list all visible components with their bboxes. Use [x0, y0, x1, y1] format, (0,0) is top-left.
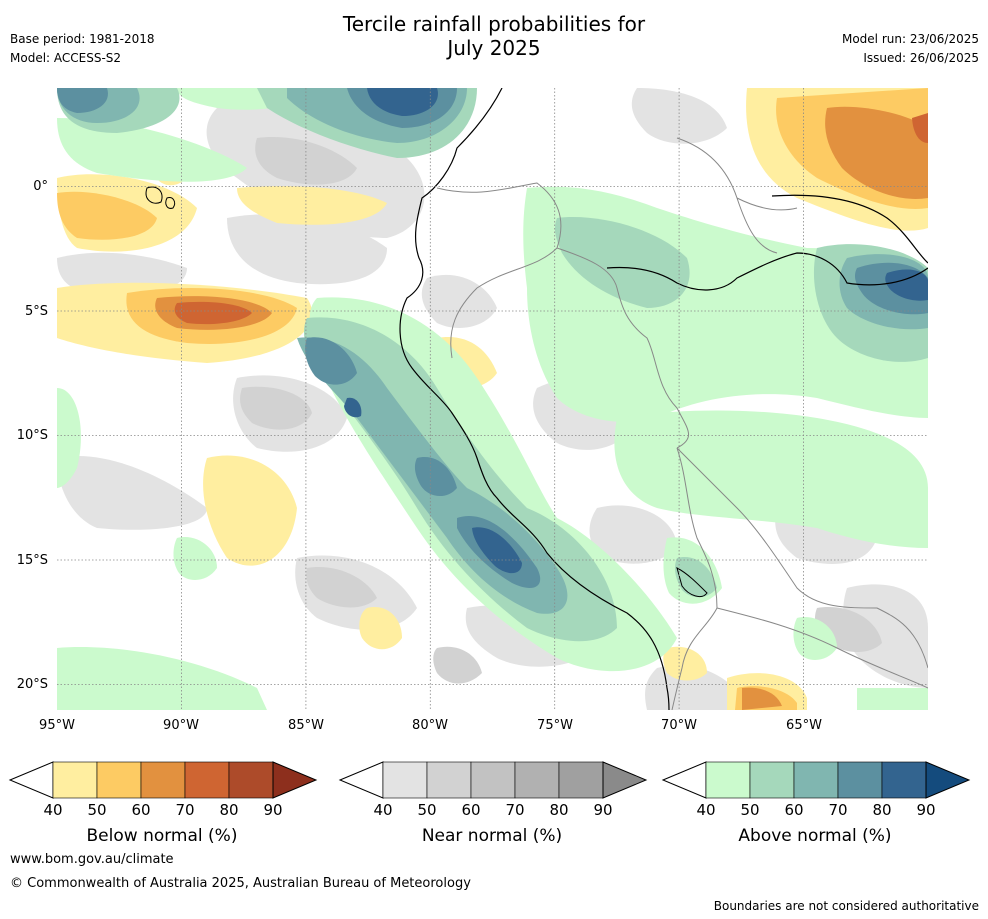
rainfall-probability-map [57, 88, 928, 710]
issued-label: Issued: 26/06/2025 [863, 51, 979, 65]
lon-label-75w: 75°W [537, 718, 573, 733]
website-link[interactable]: www.bom.gov.au/climate [10, 852, 174, 867]
lon-label-80w: 80°W [412, 718, 448, 733]
below-tick-60: 60 [131, 801, 151, 819]
near-tick-80: 80 [549, 801, 569, 819]
below-normal-colorbar [8, 761, 318, 799]
lon-label-70w: 70°W [661, 718, 697, 733]
above-normal-colorbar [661, 761, 971, 799]
above-normal-title: Above normal (%) [738, 826, 892, 846]
above-tick-60: 60 [784, 801, 804, 819]
graticule [57, 88, 928, 710]
country-borders [436, 137, 928, 710]
boundaries-disclaimer: Boundaries are not considered authoritat… [713, 899, 979, 913]
model-label: Model: ACCESS-S2 [10, 51, 122, 65]
lat-label-10s: 10°S [16, 428, 48, 443]
above-tick-80: 80 [872, 801, 892, 819]
title-line-2: July 2025 [447, 36, 541, 60]
below-normal-title: Below normal (%) [86, 826, 238, 846]
below-tick-90: 90 [263, 801, 283, 819]
title-line-1: Tercile rainfall probabilities for [342, 12, 646, 36]
above-tick-40: 40 [696, 801, 716, 819]
below-tick-40: 40 [43, 801, 63, 819]
below-tick-80: 80 [219, 801, 239, 819]
lat-label-15s: 15°S [16, 553, 48, 568]
lon-label-95w: 95°W [39, 718, 75, 733]
lat-label-0: 0° [33, 179, 48, 194]
below-tick-70: 70 [175, 801, 195, 819]
near-normal-colorbar [338, 761, 648, 799]
lon-label-90w: 90°W [163, 718, 199, 733]
below-tick-50: 50 [87, 801, 107, 819]
near-tick-40: 40 [373, 801, 393, 819]
model-run-label: Model run: 23/06/2025 [841, 32, 979, 46]
near-tick-60: 60 [461, 801, 481, 819]
near-tick-90: 90 [593, 801, 613, 819]
copyright-text: © Commonwealth of Australia 2025, Austra… [10, 876, 471, 891]
map-title: Tercile rainfall probabilities for July … [0, 12, 988, 60]
above-tick-50: 50 [740, 801, 760, 819]
lon-label-85w: 85°W [288, 718, 324, 733]
near-normal-title: Near normal (%) [421, 826, 563, 846]
above-tick-90: 90 [916, 801, 936, 819]
lat-label-20s: 20°S [16, 677, 48, 692]
near-tick-50: 50 [417, 801, 437, 819]
lat-label-5s: 5°S [24, 304, 48, 319]
above-tick-70: 70 [828, 801, 848, 819]
base-period-label: Base period: 1981-2018 [10, 32, 155, 46]
near-tick-70: 70 [505, 801, 525, 819]
coastline [399, 88, 670, 710]
lon-label-65w: 65°W [786, 718, 822, 733]
